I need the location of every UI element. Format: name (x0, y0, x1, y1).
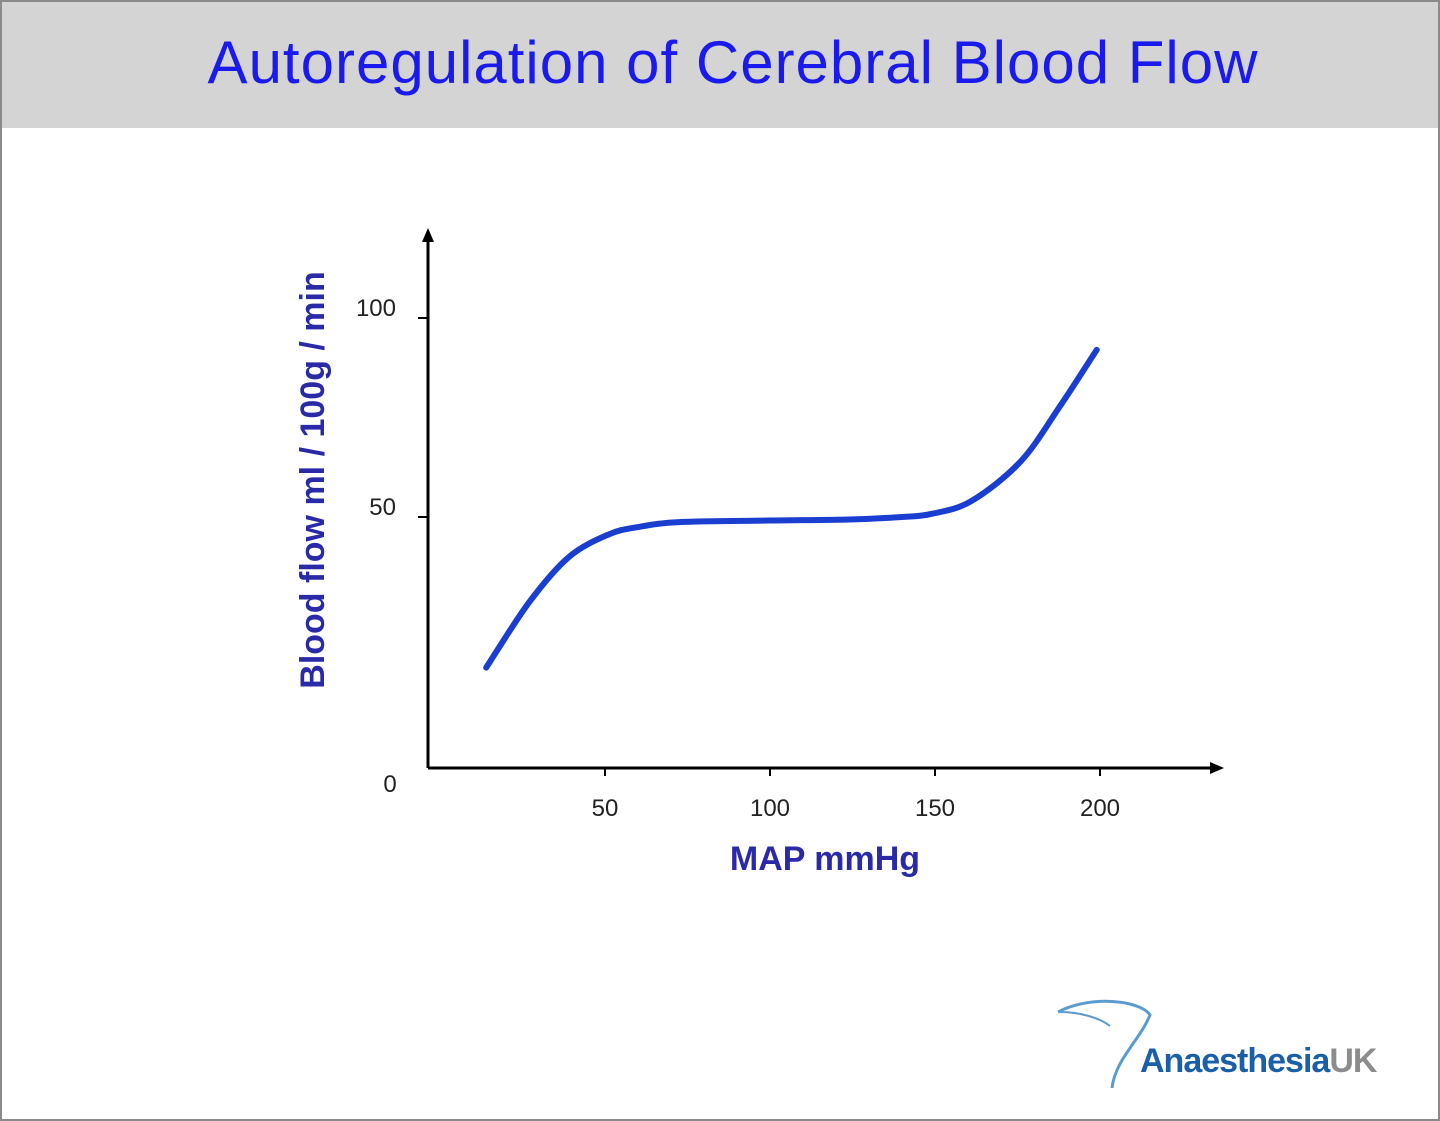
x-tick-label: 50 (592, 795, 619, 822)
x-axis-label: MAP mmHg (730, 840, 920, 878)
logo-swoosh-icon (1059, 1011, 1111, 1027)
x-tick-label: 200 (1080, 795, 1120, 822)
title-bar (2, 2, 1438, 128)
logo-text-uk: UK (1329, 1042, 1377, 1080)
page-title: Autoregulation of Cerebral Blood Flow (207, 29, 1259, 96)
y-axis-label: Blood flow ml / 100g / min (294, 271, 332, 688)
y-tick-label: 0 (383, 771, 396, 798)
y-axis-arrow (422, 228, 434, 242)
x-tick-label: 100 (750, 795, 790, 822)
y-tick-label: 50 (369, 494, 396, 521)
series-line (483, 346, 1100, 671)
anaesthesia-uk-logo: AnaesthesiaUK (1140, 1042, 1377, 1081)
y-tick-label: 100 (356, 295, 396, 322)
x-tick-label: 150 (915, 795, 955, 822)
x-axis-arrow (1210, 762, 1224, 774)
logo-text-main: Anaesthesia (1140, 1042, 1330, 1080)
logo-swoosh-icon (1057, 999, 1152, 1089)
